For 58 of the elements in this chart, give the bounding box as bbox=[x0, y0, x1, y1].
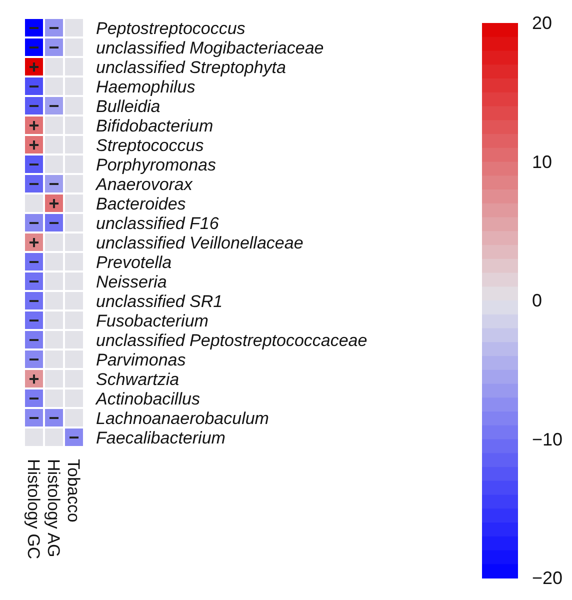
y-tick-label: unclassified Mogibacteriaceae bbox=[96, 38, 324, 58]
x-tick-label: Tobacco bbox=[64, 459, 83, 522]
data-label: + bbox=[28, 56, 40, 77]
y-tick-label: Schwartzia bbox=[96, 370, 180, 389]
y-tick-label: Bifidobacterium bbox=[96, 116, 214, 136]
y-tick-label: unclassified Veillonellaceae bbox=[96, 233, 304, 252]
y-tick-label: Porphyromonas bbox=[96, 155, 217, 174]
y-tick-label: Neisseria bbox=[96, 272, 167, 292]
data-label: − bbox=[28, 310, 40, 330]
color-bar-label: 10 bbox=[532, 152, 552, 172]
y-tick-label: Peptostreptococcus bbox=[96, 18, 246, 38]
data-label: − bbox=[48, 212, 60, 233]
y-tick-label: Bulleidia bbox=[96, 96, 160, 116]
data-label: − bbox=[28, 408, 40, 428]
x-tick-label: Histology AG bbox=[44, 459, 63, 558]
y-tick-label: Parvimonas bbox=[96, 350, 186, 370]
data-label: + bbox=[28, 232, 40, 252]
data-label: + bbox=[28, 368, 40, 389]
data-label: − bbox=[28, 174, 40, 194]
y-tick-label: Lachnoanaerobaculum bbox=[96, 408, 269, 428]
data-label: − bbox=[48, 174, 60, 194]
color-bar-label: −10 bbox=[532, 429, 563, 450]
y-tick-label: Faecalibacterium bbox=[96, 428, 226, 448]
data-label: − bbox=[28, 388, 40, 408]
data-label: + bbox=[28, 134, 40, 155]
data-label: − bbox=[28, 154, 40, 174]
data-label: − bbox=[28, 18, 40, 38]
y-tick-label: Fusobacterium bbox=[96, 311, 208, 330]
data-label: − bbox=[68, 427, 80, 448]
y-tick-label: Haemophilus bbox=[96, 77, 196, 96]
data-label: − bbox=[48, 96, 60, 116]
y-tick-label: Bacteroides bbox=[96, 194, 186, 214]
color-bar-label: 0 bbox=[532, 290, 542, 310]
data-label: − bbox=[48, 408, 60, 428]
data-label: − bbox=[28, 349, 40, 370]
data-label: − bbox=[28, 290, 40, 311]
data-label: − bbox=[28, 96, 40, 116]
y-tick-label: Anaerovorax bbox=[95, 174, 193, 194]
data-label: + bbox=[48, 193, 60, 214]
y-tick-label: Actinobacillus bbox=[95, 389, 200, 408]
data-label: − bbox=[28, 37, 40, 58]
data-label: − bbox=[48, 18, 60, 38]
data-label: − bbox=[28, 252, 40, 272]
data-label: − bbox=[48, 37, 60, 58]
data-label: − bbox=[28, 212, 40, 233]
y-tick-label: unclassified SR1 bbox=[96, 292, 223, 311]
y-tick-label: Prevotella bbox=[96, 252, 172, 272]
color-bar-label: 20 bbox=[532, 13, 552, 33]
y-tick-label: Streptococcus bbox=[96, 136, 204, 155]
data-label: − bbox=[28, 330, 40, 350]
color-bar-label: −20 bbox=[532, 568, 563, 588]
y-tick-label: unclassified Peptostreptococcaceae bbox=[96, 330, 368, 350]
data-label: + bbox=[28, 115, 40, 136]
data-label: − bbox=[28, 271, 40, 292]
y-tick-label: unclassified F16 bbox=[96, 214, 220, 233]
y-tick-label: unclassified Streptophyta bbox=[96, 58, 286, 77]
data-label: − bbox=[28, 76, 40, 96]
x-tick-label: Histology GC bbox=[24, 459, 43, 560]
